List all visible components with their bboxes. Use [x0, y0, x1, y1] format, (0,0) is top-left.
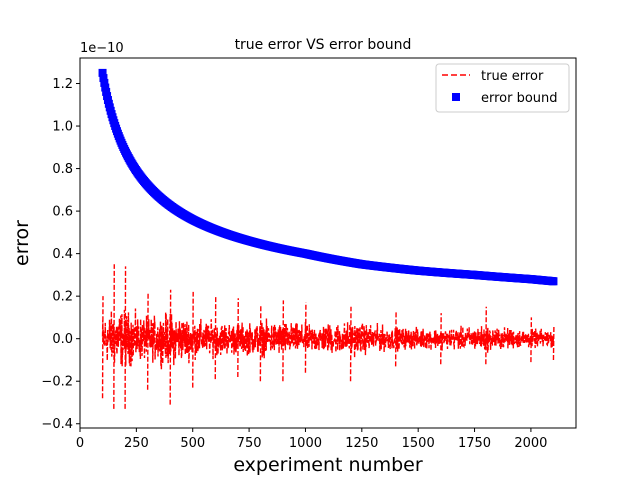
y-tick-label: 0.4: [52, 247, 73, 262]
error-bound-point: [98, 68, 107, 77]
x-tick-label: 1250: [345, 436, 378, 451]
legend-box: [435, 63, 570, 113]
y-tick-label: 0.6: [52, 205, 73, 220]
x-axis: 0 250 500 750 1000 1250 1500 1750 2000: [76, 428, 547, 451]
x-tick-label: 250: [124, 436, 149, 451]
x-tick-label: 1750: [458, 436, 491, 451]
plot-frame: [79, 57, 577, 429]
legend-error-bound-label: error bound: [481, 91, 558, 106]
true-error-line: [101, 264, 555, 409]
y-tick-label: 0.8: [52, 162, 73, 177]
chart-title: true error VS error bound: [235, 37, 412, 53]
plot-area: [79, 57, 577, 429]
error-bound-point: [101, 83, 110, 92]
x-tick-label: 0: [76, 436, 84, 451]
y-tick-label: 0.2: [52, 290, 73, 305]
x-tick-label: 750: [237, 436, 262, 451]
x-axis-label: experiment number: [233, 454, 423, 476]
x-tick-label: 1500: [402, 436, 435, 451]
legend-true-error-label: true error: [481, 69, 544, 84]
error-bound-point: [99, 74, 108, 83]
error-bound-point: [102, 87, 111, 96]
x-tick-label: 500: [180, 436, 205, 451]
series-layer: [98, 68, 558, 409]
error-bound-point: [100, 78, 109, 87]
y-tick-label: −0.2: [41, 375, 73, 390]
y-tick-label: 1.2: [52, 77, 73, 92]
error-bound-point: [549, 277, 558, 286]
plot-background: [80, 58, 576, 428]
y-axis-label: error: [11, 220, 33, 266]
legend-error-bound-swatch: [452, 93, 460, 101]
x-tick-label: 2000: [514, 436, 547, 451]
error-bound-markers: [98, 68, 558, 286]
x-tick-label: 1000: [289, 436, 322, 451]
y-offset-text: 1e−10: [80, 41, 124, 56]
y-tick-label: 1.0: [52, 120, 73, 135]
legend: true error error bound: [435, 63, 570, 113]
y-tick-label: −0.4: [41, 417, 73, 432]
y-axis: −0.4 −0.2 0.0 0.2 0.4 0.6 0.8 1.0 1.2: [41, 77, 80, 432]
y-tick-label: 0.0: [52, 332, 73, 347]
